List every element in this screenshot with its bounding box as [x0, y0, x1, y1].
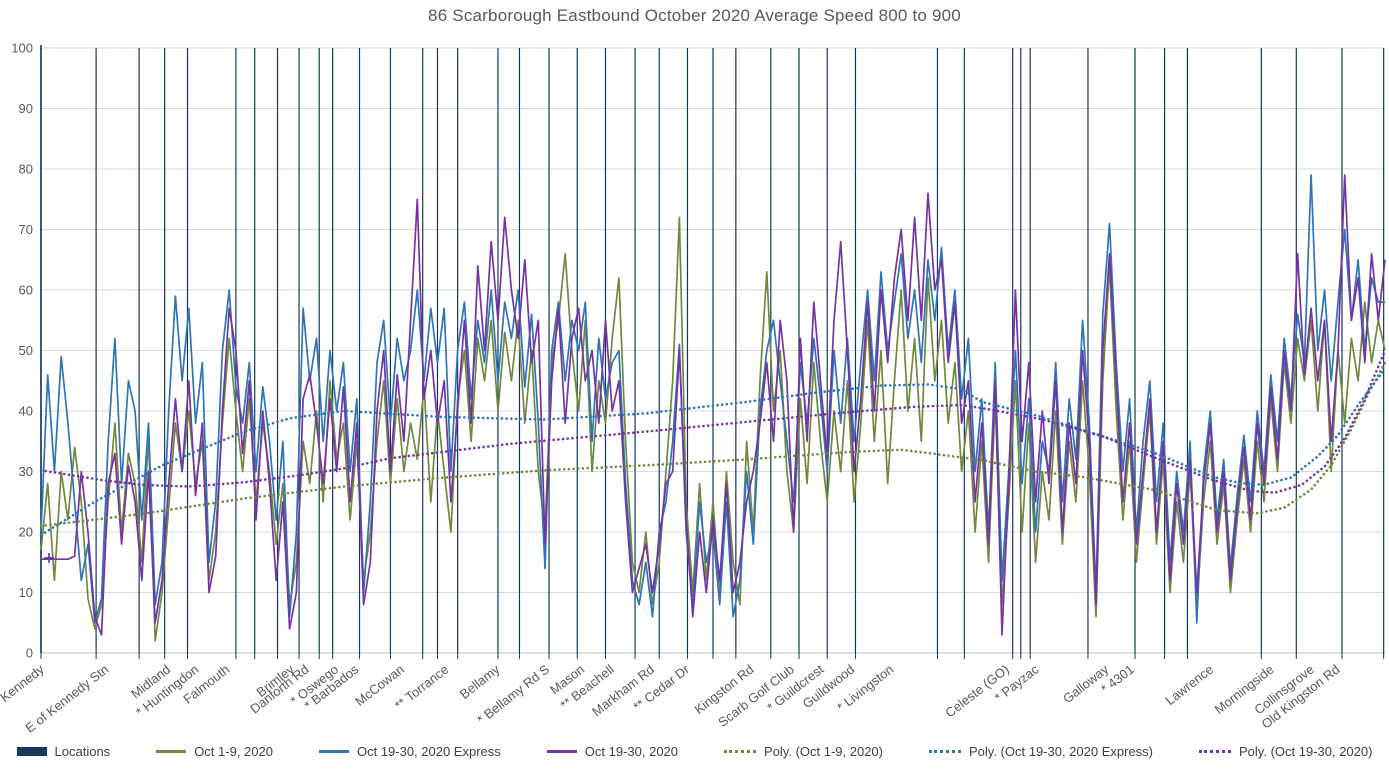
legend-label: Oct 1-9, 2020: [194, 744, 273, 759]
legend-swatch-dots: [724, 750, 757, 753]
x-axis-label-lawrence: Lawrence: [1163, 662, 1217, 709]
x-axis-label-bellamy: Bellamy: [457, 661, 503, 702]
legend-item-oct-19-30-2020: Oct 19-30, 2020: [546, 744, 679, 759]
series-oct-19-30-2020-line: [41, 174, 1386, 636]
y-tick-label: 10: [19, 585, 33, 600]
legend-item-poly-oct-19-30-2020-express: Poly. (Oct 19-30, 2020 Express): [929, 744, 1153, 759]
legend-label: Oct 19-30, 2020 Express: [356, 744, 501, 759]
legend-label: Locations: [54, 744, 111, 759]
legend-item-oct-1-9-2020: Oct 1-9, 2020: [156, 744, 273, 759]
legend-item-oct-19-30-2020-express: Oct 19-30, 2020 Express: [318, 744, 501, 759]
legend-item-locations: Locations: [16, 744, 111, 759]
y-tick-label: 60: [19, 283, 33, 298]
y-tick-label: 100: [11, 41, 33, 56]
legend-item-poly-oct-1-9-2020: Poly. (Oct 1-9, 2020): [724, 744, 883, 759]
y-tick-label: 40: [19, 404, 33, 419]
legend-swatch-dots: [1199, 750, 1232, 753]
plus-marker: [44, 553, 55, 564]
legend-label: Poly. (Oct 19-30, 2020 Express): [969, 744, 1154, 759]
y-tick-label: 80: [19, 162, 33, 177]
legend-swatch-line: [318, 750, 349, 753]
y-tick-label: 0: [26, 646, 33, 661]
y-tick-label: 90: [19, 101, 33, 116]
series-oct-19-30-2020-express-line: [40, 174, 1385, 624]
y-tick-label: 50: [19, 343, 33, 358]
legend-item-poly-oct-19-30-2020: Poly. (Oct 19-30, 2020): [1199, 744, 1372, 759]
series-poly-oct-19-30-2020-express-trendline: [39, 367, 1387, 537]
y-tick-label: 30: [19, 464, 33, 479]
y-tick-label: 20: [19, 525, 33, 540]
chart-title: 86 Scarborough Eastbound October 2020 Av…: [428, 6, 961, 25]
legend-swatch-bar: [16, 747, 47, 756]
legend-label: Oct 19-30, 2020: [584, 744, 679, 759]
legend-swatch-line: [156, 750, 187, 753]
y-tick-label: 70: [19, 222, 33, 237]
legend-swatch-dots: [929, 750, 961, 753]
series-poly-oct-1-9-2020-trendline: [39, 361, 1387, 528]
legend-label: Poly. (Oct 1-9, 2020): [764, 744, 883, 759]
legend-swatch-line: [546, 750, 577, 753]
legend-label: Poly. (Oct 19-30, 2020): [1239, 744, 1373, 759]
legend: Locations Oct 1-9, 2020 Oct 19-30, 2020 Ex…: [0, 744, 1389, 759]
series-poly-oct-19-30-2020-trendline: [39, 349, 1387, 495]
x-axis-label-kennedy: Kennedy: [0, 661, 47, 705]
